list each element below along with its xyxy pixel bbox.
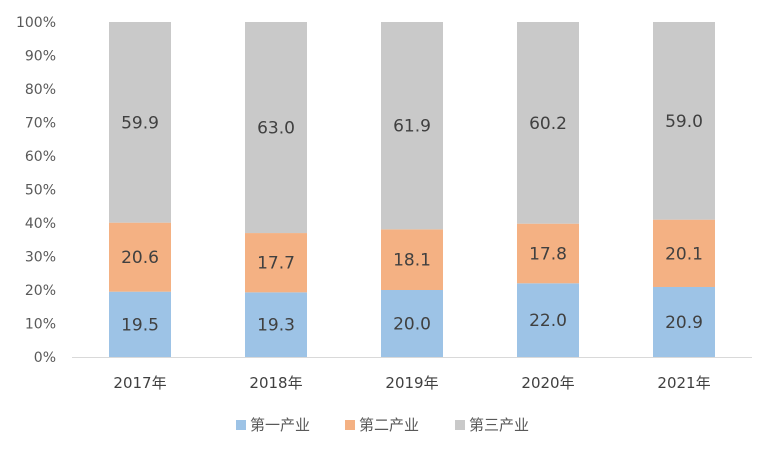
y-tick-label: 100% (16, 15, 56, 31)
data-label: 61.9 (393, 117, 431, 137)
legend-label: 第二产业 (359, 416, 419, 434)
bar-segment (381, 290, 443, 357)
legend-swatch (345, 420, 355, 430)
y-tick-label: 30% (25, 250, 56, 266)
bar-segment (517, 22, 579, 224)
bar-segment (653, 219, 715, 287)
x-category-label: 2021年 (657, 374, 710, 392)
x-category-label: 2018年 (249, 374, 302, 392)
data-label: 59.9 (121, 113, 159, 133)
data-label: 59.0 (665, 112, 703, 132)
y-tick-label: 60% (25, 149, 56, 165)
y-tick-label: 20% (25, 283, 56, 299)
y-tick-label: 10% (25, 317, 56, 333)
data-label: 20.1 (665, 244, 703, 264)
bar-segment (245, 22, 307, 234)
data-label: 19.5 (121, 315, 159, 335)
data-label: 60.2 (529, 114, 567, 134)
bar-segment (653, 286, 715, 357)
bar-segment (381, 229, 443, 290)
legend-label: 第一产业 (250, 416, 310, 434)
y-tick-label: 0% (34, 350, 56, 366)
data-label: 19.3 (257, 316, 295, 336)
legend-label: 第三产业 (469, 416, 529, 434)
data-label: 18.1 (393, 251, 431, 271)
legend-swatch (455, 420, 465, 430)
x-category-label: 2017年 (113, 374, 166, 392)
bar-segment (517, 283, 579, 357)
y-tick-label: 80% (25, 82, 56, 98)
legend-swatch (236, 420, 246, 430)
bar-segment (245, 292, 307, 357)
data-label: 17.7 (257, 254, 295, 274)
data-label: 20.6 (121, 248, 159, 268)
bar-segment (245, 233, 307, 293)
bar-segment (109, 22, 171, 223)
bar-segment (109, 291, 171, 357)
bar-segment (653, 22, 715, 220)
x-category-label: 2020年 (521, 374, 574, 392)
bar-segment (381, 22, 443, 230)
data-label: 17.8 (529, 244, 567, 264)
data-label: 20.0 (393, 315, 431, 335)
y-tick-label: 40% (25, 216, 56, 232)
y-tick-label: 90% (25, 49, 56, 65)
y-tick-label: 50% (25, 183, 56, 199)
data-label: 63.0 (257, 119, 295, 139)
y-tick-label: 70% (25, 116, 56, 132)
data-label: 22.0 (529, 311, 567, 331)
x-category-label: 2019年 (385, 374, 438, 392)
bar-segment (109, 222, 171, 292)
bar-segment (517, 223, 579, 284)
data-label: 20.9 (665, 313, 703, 333)
